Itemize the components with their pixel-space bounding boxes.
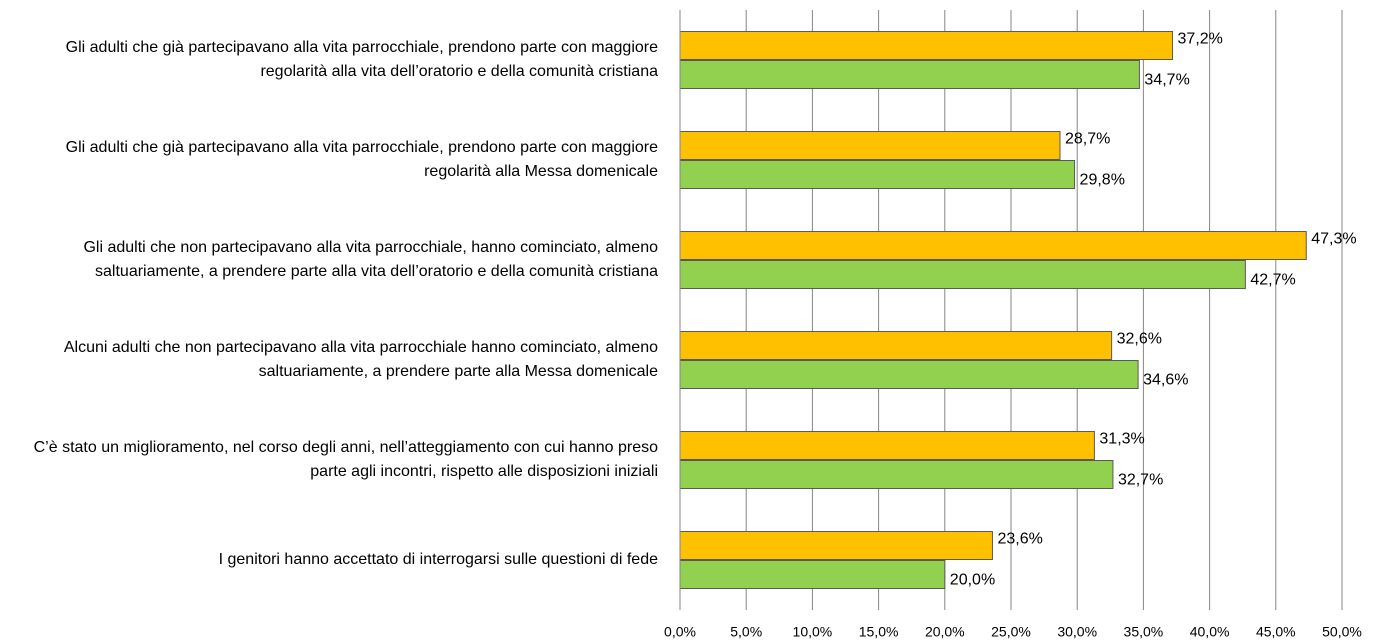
value-label: 28,7% <box>1065 131 1110 148</box>
x-tick-label: 0,0% <box>664 624 696 640</box>
x-tick-label: 45,0% <box>1256 624 1296 640</box>
bar <box>679 131 1061 160</box>
x-tick-label: 30,0% <box>1057 624 1097 640</box>
category-label: Gli adulti che già partecipavano alla vi… <box>65 139 658 180</box>
category-label: C’è stato un miglioramento, nel corso de… <box>33 439 658 480</box>
x-tick-label: 20,0% <box>925 624 965 640</box>
bar <box>679 531 993 560</box>
bar <box>679 360 1139 389</box>
bar <box>679 60 1140 89</box>
value-label: 42,7% <box>1250 272 1295 289</box>
category-label: Alcuni adulti che non partecipavano alla… <box>63 339 658 380</box>
x-tick-label: 25,0% <box>991 624 1031 640</box>
value-label: 34,7% <box>1144 72 1189 89</box>
x-tick-label: 35,0% <box>1124 624 1164 640</box>
value-label: 29,8% <box>1080 172 1125 189</box>
category-label: I genitori hanno accettato di interrogar… <box>218 551 658 568</box>
x-tick-label: 50,0% <box>1322 624 1362 640</box>
value-label: 23,6% <box>997 531 1042 548</box>
category-label: Gli adulti che già partecipavano alla vi… <box>65 39 658 80</box>
bar <box>679 260 1246 289</box>
category-label: Gli adulti che non partecipavano alla vi… <box>83 239 658 280</box>
bar <box>679 31 1174 60</box>
value-label: 34,6% <box>1143 372 1188 389</box>
bar <box>679 160 1076 189</box>
x-tick-label: 15,0% <box>859 624 899 640</box>
bar <box>679 460 1114 489</box>
value-label: 20,0% <box>950 572 995 589</box>
value-label: 31,3% <box>1099 431 1144 448</box>
bar <box>679 231 1307 260</box>
bar <box>679 331 1113 360</box>
bar <box>679 431 1095 460</box>
bar <box>679 560 946 589</box>
x-tick-label: 10,0% <box>793 624 833 640</box>
value-label: 32,7% <box>1118 472 1163 489</box>
value-label: 32,6% <box>1117 331 1162 348</box>
x-tick-label: 40,0% <box>1190 624 1230 640</box>
value-label: 37,2% <box>1178 31 1223 48</box>
value-label: 47,3% <box>1311 231 1356 248</box>
x-tick-label: 5,0% <box>730 624 762 640</box>
